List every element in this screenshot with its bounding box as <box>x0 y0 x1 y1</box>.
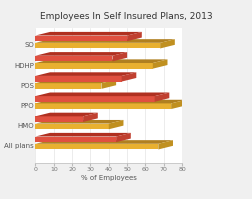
Polygon shape <box>35 120 123 124</box>
Bar <box>35 56 112 61</box>
Text: Employees In Self Insured Plans, 2013: Employees In Self Insured Plans, 2013 <box>40 12 212 21</box>
Polygon shape <box>108 120 123 129</box>
Polygon shape <box>35 133 130 137</box>
Bar <box>35 124 108 129</box>
Bar <box>35 96 154 102</box>
Polygon shape <box>35 52 127 56</box>
Bar <box>35 83 101 89</box>
Bar <box>35 76 121 82</box>
Polygon shape <box>35 59 167 63</box>
Polygon shape <box>116 133 130 142</box>
Bar <box>35 43 160 49</box>
Polygon shape <box>152 59 167 69</box>
Polygon shape <box>35 80 116 83</box>
Polygon shape <box>35 140 172 144</box>
Polygon shape <box>121 72 136 82</box>
X-axis label: % of Employees: % of Employees <box>81 175 136 181</box>
Polygon shape <box>158 140 172 149</box>
Bar <box>35 63 152 69</box>
Bar <box>35 103 170 109</box>
Bar <box>35 137 116 142</box>
Bar <box>35 116 83 122</box>
Polygon shape <box>160 39 174 49</box>
Polygon shape <box>83 113 97 122</box>
Bar <box>35 36 127 41</box>
Polygon shape <box>112 52 127 61</box>
Polygon shape <box>127 32 141 41</box>
Polygon shape <box>154 93 169 102</box>
Polygon shape <box>101 80 116 89</box>
Polygon shape <box>35 39 174 43</box>
Bar <box>35 144 158 149</box>
Polygon shape <box>170 100 185 109</box>
Polygon shape <box>35 113 97 116</box>
Polygon shape <box>35 72 136 76</box>
Polygon shape <box>35 100 185 103</box>
Polygon shape <box>35 32 141 36</box>
Polygon shape <box>35 93 169 96</box>
